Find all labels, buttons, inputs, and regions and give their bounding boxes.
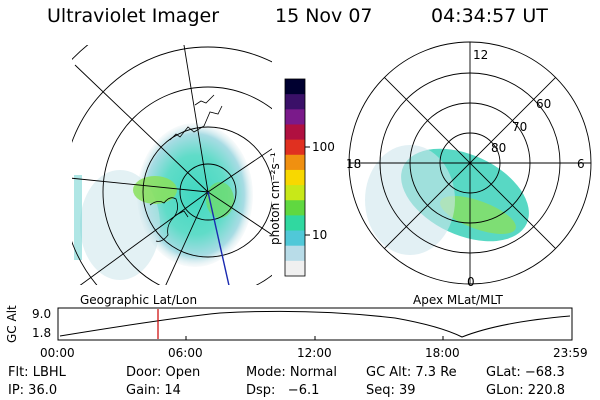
longitude-line <box>207 148 272 193</box>
param-ip: IP: 36.0 <box>8 383 57 398</box>
aurora-oval-geographic <box>137 123 253 267</box>
colorbar-cell <box>285 230 305 247</box>
colorbar-cell <box>285 185 305 201</box>
latitude-circle <box>179 163 237 221</box>
mlt-label-12: 12 <box>473 48 488 62</box>
meridian-highlight <box>207 191 230 285</box>
observation-time: 04:34:57 UT <box>431 5 548 27</box>
aurora-diffuse-halo <box>365 145 455 255</box>
longitude-line <box>165 191 209 285</box>
colorbar-cell <box>285 169 305 186</box>
mlt-label-0: 0 <box>467 275 475 289</box>
ytick-label: 9.0 <box>32 307 51 321</box>
colorbar-cell <box>285 245 305 262</box>
longitude-line <box>74 64 209 193</box>
param-seq: Seq: 39 <box>366 383 416 398</box>
longitude-lines <box>72 45 272 285</box>
latitude-circle <box>72 46 272 285</box>
param-filter: Flt: LBHL <box>8 365 67 380</box>
altitude-curve <box>59 310 571 338</box>
colorbar-tick-label: 100 <box>312 140 335 154</box>
latitude-circle <box>142 126 272 258</box>
xtick-label: 18:00 <box>425 346 460 360</box>
xtick-label: 00:00 <box>40 346 75 360</box>
longitude-line <box>207 191 272 236</box>
latitude-arcs <box>72 45 272 285</box>
longitude-line <box>72 177 209 193</box>
coastline <box>149 94 223 242</box>
observation-date: 15 Nov 07 <box>275 5 373 27</box>
mlt-spoke <box>384 77 556 249</box>
geographic-map <box>72 45 272 285</box>
colorbar-cell <box>285 154 305 171</box>
parameter-footer: Flt: LBHL Door: Open Mode: Normal GC Alt… <box>8 365 565 398</box>
mlt-spokes <box>349 42 591 284</box>
mlat-label-80: 80 <box>491 141 506 155</box>
colorbar-cell <box>285 124 305 141</box>
xtick-label: 12:00 <box>297 346 332 360</box>
colorbar-cell <box>285 260 305 277</box>
param-gc-alt: GC Alt: 7.3 Re <box>366 365 457 380</box>
aurora-bright-patch <box>440 196 516 234</box>
right-panel-caption: Apex MLat/MLT <box>413 293 503 307</box>
left-panel-caption: Geographic Lat/Lon <box>80 293 197 307</box>
param-gain: Gain: 14 <box>126 383 181 398</box>
param-glon: GLon: 220.8 <box>486 383 565 398</box>
instrument-title: Ultraviolet Imager <box>47 5 220 27</box>
polar-plot: 12 18 6 0 60 70 80 <box>346 41 592 289</box>
param-dsp: Dsp: −6.1 <box>246 383 319 398</box>
param-door: Door: Open <box>126 365 200 380</box>
longitude-line <box>183 45 209 193</box>
colorbar-cell <box>285 200 305 216</box>
altitude-plot: 9.0 1.8 GC Alt 00:00 06:00 12:00 18:00 2… <box>5 305 588 360</box>
mlat-label-60: 60 <box>536 97 551 111</box>
xtick-label: 23:59 <box>553 346 588 360</box>
mlt-label-18: 18 <box>346 157 361 171</box>
latitude-circle <box>102 86 272 285</box>
mlt-label-6: 6 <box>577 157 585 171</box>
xtick-label: 06:00 <box>168 346 203 360</box>
ytick-label: 1.8 <box>32 326 51 340</box>
mlat-label-70: 70 <box>512 120 527 134</box>
colorbar-cell <box>285 139 305 156</box>
colorbar-label: photon cm⁻²s⁻¹ <box>268 152 282 245</box>
aurora-bright-patch <box>133 176 177 204</box>
param-glat: GLat: −68.3 <box>486 365 565 380</box>
colorbar-cell <box>285 79 305 95</box>
colorbar-tick-label: 10 <box>312 228 327 242</box>
colorbar-cell <box>285 94 305 110</box>
param-mode: Mode: Normal <box>246 365 337 380</box>
colorbar: 100 10 photon cm⁻²s⁻¹ <box>268 78 335 277</box>
longitude-line <box>79 191 209 285</box>
altitude-ylabel: GC Alt <box>5 305 19 343</box>
colorbar-cell <box>285 215 305 232</box>
colorbar-cell <box>285 109 305 125</box>
aurora-edge-strip <box>74 175 82 260</box>
